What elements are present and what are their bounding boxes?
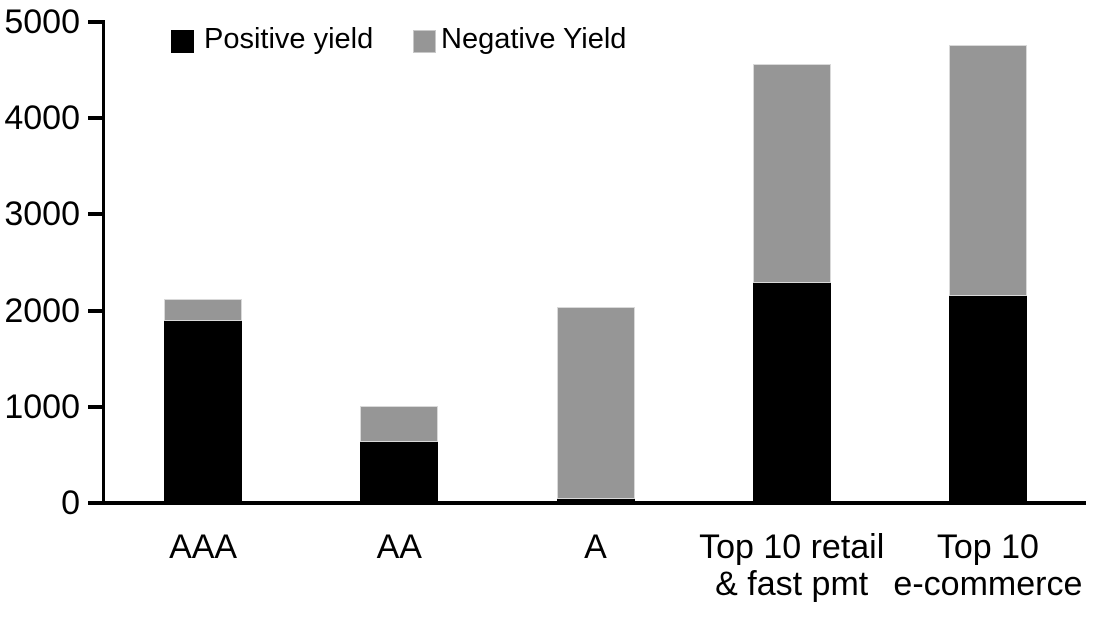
y-tick-mark (88, 308, 105, 313)
bar-segment-positive-yield (164, 321, 243, 503)
x-axis-label: AA (249, 529, 549, 566)
bar-segment-negative-yield (948, 45, 1027, 297)
y-tick-label: 1000 (4, 387, 80, 426)
y-tick-mark (88, 501, 105, 505)
bar-segment-negative-yield (360, 405, 439, 443)
y-tick-mark (88, 20, 105, 24)
legend-label-negative-yield: Negative Yield (441, 23, 627, 55)
bar-segment-negative-yield (752, 64, 831, 283)
y-tick-label: 2000 (4, 291, 80, 330)
y-tick-mark (88, 116, 105, 121)
legend-label-positive-yield: Positive yield (204, 23, 374, 55)
x-axis-label-line: AA (376, 528, 422, 566)
y-tick-label: 0 (61, 484, 80, 522)
x-axis-label-line: Top 10 (936, 528, 1039, 566)
x-axis-line (88, 501, 1086, 505)
legend-swatch-negative-yield (413, 30, 436, 53)
bar-segment-negative-yield (556, 307, 635, 499)
bar-segment-negative-yield (164, 299, 243, 322)
x-axis-label: Top 10 retail & fast pmt (642, 529, 942, 603)
bar-segment-positive-yield (948, 296, 1027, 503)
y-tick-label: 3000 (4, 195, 80, 234)
x-axis-label-line: e-commerce (893, 565, 1083, 603)
bar-segment-positive-yield (752, 282, 831, 503)
x-axis-label-line: & fast pmt (715, 565, 869, 603)
x-axis-label-line: A (584, 528, 607, 566)
y-tick-mark (88, 404, 105, 409)
legend-swatch-positive-yield (171, 30, 194, 53)
y-tick-label: 4000 (4, 99, 80, 138)
x-axis-label: Top 10 e-commerce (838, 529, 1102, 603)
y-tick-mark (88, 212, 105, 217)
x-axis-label: A (446, 529, 746, 566)
x-axis-label-line: Top 10 retail (699, 528, 885, 566)
bar-segment-positive-yield (556, 498, 635, 503)
bar-segment-positive-yield (360, 442, 439, 503)
y-axis-line (102, 20, 105, 505)
x-axis-label-line: AAA (169, 528, 238, 566)
x-axis-label: AAA (53, 529, 353, 566)
y-tick-label: 5000 (4, 3, 80, 41)
